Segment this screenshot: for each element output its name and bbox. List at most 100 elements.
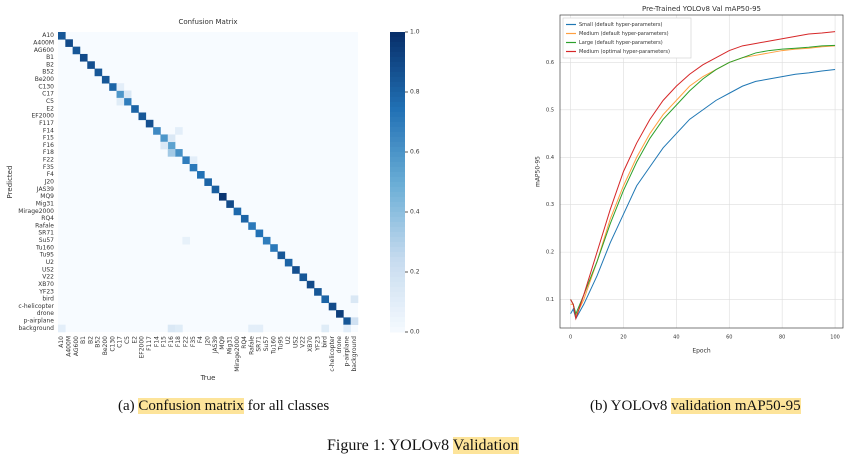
- heatmap-cell: [58, 324, 66, 333]
- colorbar-segment: [390, 37, 405, 43]
- y-tick-label: F22: [43, 157, 54, 164]
- colorbar-segment: [390, 317, 405, 323]
- y-tick-label: 0.2: [546, 250, 554, 256]
- colorbar-segment: [390, 72, 405, 78]
- heatmap-cell: [175, 127, 183, 135]
- heatmap-cell: [160, 141, 169, 150]
- x-tick-label: J20: [205, 336, 212, 347]
- heatmap-cell: [189, 156, 198, 165]
- x-tick-label: C130: [109, 336, 116, 352]
- x-tick-label: 40: [673, 335, 679, 341]
- colorbar-segment: [390, 132, 405, 138]
- heatmap-cell: [248, 324, 256, 333]
- colorbar-segment: [390, 32, 405, 38]
- colorbar-segment: [390, 222, 405, 228]
- heatmap-cell: [270, 244, 278, 252]
- heatmap-cell: [328, 302, 337, 311]
- heatmap-cell: [167, 141, 176, 150]
- x-tick-label: c-helicopter: [329, 335, 336, 371]
- colorbar-tick-label: 0.0: [410, 329, 420, 336]
- x-tick-label: background: [351, 336, 358, 372]
- heatmap-cell: [343, 317, 351, 325]
- colorbar-segment: [390, 112, 405, 118]
- heatmap-cell: [123, 90, 132, 99]
- colorbar-segment: [390, 262, 405, 268]
- x-tick-label: EF2000: [139, 336, 146, 359]
- x-tick-label: B2: [87, 336, 94, 344]
- x-tick-label: XB70: [307, 336, 314, 352]
- y-tick-label: Mig31: [36, 200, 54, 207]
- x-tick-label: E2: [131, 336, 138, 344]
- heatmap-cell: [175, 324, 183, 333]
- y-tick-label: U2: [46, 259, 54, 266]
- x-tick-label: Mirage2000: [234, 336, 241, 372]
- colorbar-segment: [390, 302, 405, 308]
- heatmap-cell: [255, 324, 264, 333]
- heatmap-cell: [167, 134, 176, 143]
- x-tick-label: YF23: [314, 336, 321, 352]
- heatmap-cell: [138, 112, 147, 121]
- y-tick-label: drone: [37, 310, 55, 317]
- line-series: [570, 69, 836, 320]
- heatmap-cell: [321, 324, 330, 333]
- x-tick-label: Rafale: [248, 336, 255, 355]
- colorbar-tick-label: 0.4: [410, 209, 420, 216]
- y-tick-label: 0.3: [546, 202, 554, 208]
- line-series: [570, 44, 836, 316]
- heatmap-cell: [153, 127, 161, 135]
- y-tick-label: C5: [46, 98, 54, 105]
- y-tick-label: MQ9: [40, 193, 54, 200]
- colorbar-tick-label: 0.8: [410, 89, 420, 96]
- y-tick-label: 0.4: [546, 155, 554, 161]
- y-tick-label: F15: [43, 135, 54, 142]
- colorbar-segment: [390, 182, 405, 188]
- colorbar-segment: [390, 42, 405, 48]
- colorbar-segment: [390, 167, 405, 173]
- y-tick-label: F16: [43, 142, 54, 149]
- colorbar-segment: [390, 52, 405, 58]
- colorbar-segment: [390, 267, 405, 273]
- heatmap-cell: [262, 236, 271, 245]
- colorbar-segment: [390, 257, 405, 263]
- caption-label: Figure 1: YOLOv8: [327, 437, 450, 454]
- y-tick-label: A400M: [33, 39, 54, 46]
- heatmap-cell: [226, 200, 234, 208]
- x-tick-label: F15: [161, 336, 168, 347]
- y-tick-label: F4: [47, 171, 54, 178]
- colorbar-segment: [390, 57, 405, 63]
- heatmap-cell: [123, 97, 132, 106]
- colorbar-segment: [390, 62, 405, 68]
- colorbar-segment: [390, 297, 405, 303]
- plot-frame: [559, 14, 844, 329]
- colorbar-segment: [390, 272, 405, 278]
- x-tick-label: U2: [285, 336, 292, 344]
- colorbar-segment: [390, 307, 405, 313]
- y-axis-label: Predicted: [6, 166, 14, 199]
- x-tick-label: JAS39: [212, 336, 219, 354]
- y-tick-label: B52: [42, 69, 54, 76]
- x-tick-label: 100: [830, 335, 840, 341]
- colorbar-segment: [390, 217, 405, 223]
- y-tick-label: 0.1: [546, 297, 554, 303]
- x-tick-label: A10: [58, 336, 65, 348]
- legend-label: Medium (default hyper-parameters): [579, 31, 669, 37]
- heatmap-cell: [94, 68, 103, 77]
- colorbar-segment: [390, 207, 405, 213]
- colorbar-segment: [390, 227, 405, 233]
- colorbar-segment: [390, 117, 405, 123]
- heatmap-cell: [131, 105, 139, 113]
- caption-text: for all classes: [247, 398, 330, 414]
- y-tick-label: 0.6: [546, 60, 554, 66]
- y-tick-label: Be200: [35, 76, 54, 83]
- colorbar-segment: [390, 322, 405, 328]
- y-tick-label: p-airplane: [24, 318, 55, 325]
- heatmap-cell: [350, 317, 359, 325]
- heatmap-cell: [116, 90, 125, 99]
- colorbar-segment: [390, 232, 405, 238]
- colorbar-segment: [390, 162, 405, 168]
- x-tick-label: 80: [779, 335, 785, 341]
- colorbar-segment: [390, 97, 405, 103]
- caption-highlight: validation mAP50-95: [671, 398, 801, 414]
- x-tick-label: drone: [336, 336, 343, 354]
- colorbar-tick-label: 1.0: [410, 29, 420, 36]
